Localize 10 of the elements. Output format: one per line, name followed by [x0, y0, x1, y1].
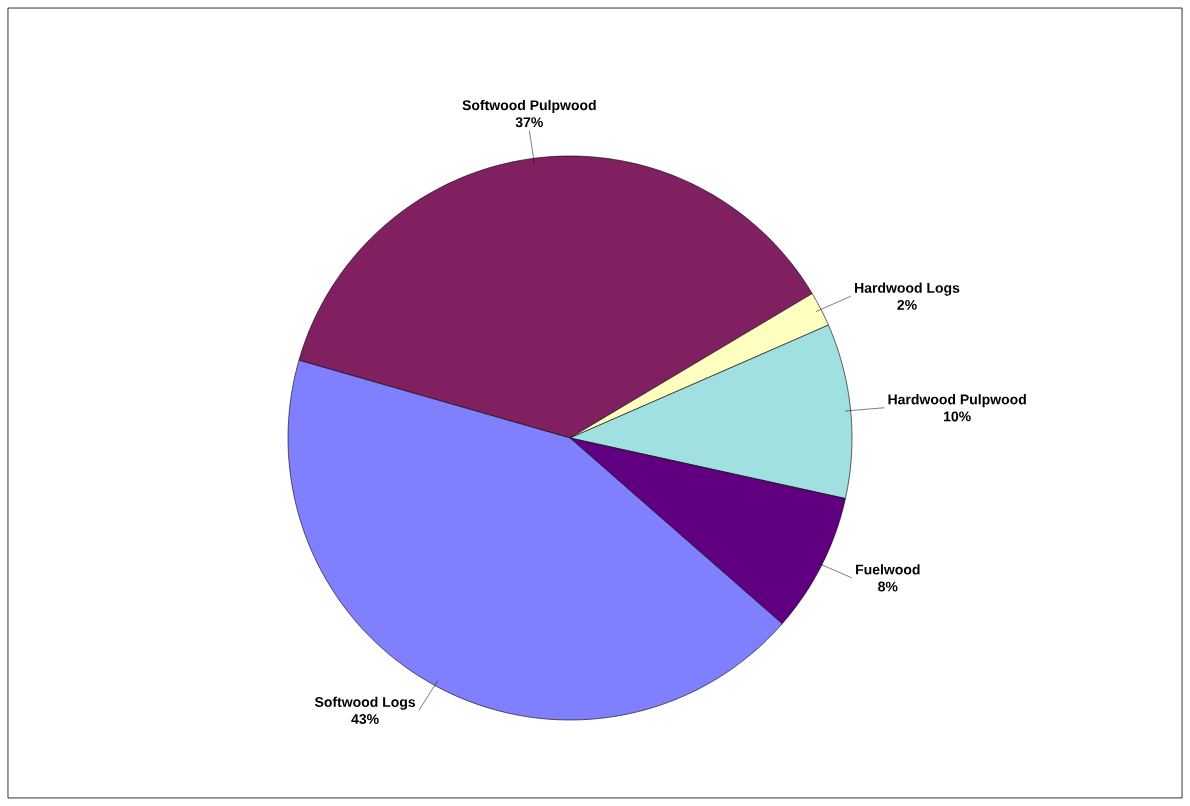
data-label: 8%	[878, 581, 898, 592]
slice-label: Softwood Pulpwood	[462, 99, 596, 113]
data-label: 10%	[944, 411, 971, 422]
data-label: 2%	[897, 299, 917, 310]
slice-label: Hardwood Pulpwood	[888, 394, 1026, 408]
data-label: 37%	[515, 117, 543, 128]
slice-label: Fuelwood	[856, 564, 920, 575]
data-label: 43%	[351, 714, 379, 725]
slice-label: Softwood Logs	[314, 696, 416, 710]
slice-label: Hardwood Logs	[855, 282, 960, 296]
